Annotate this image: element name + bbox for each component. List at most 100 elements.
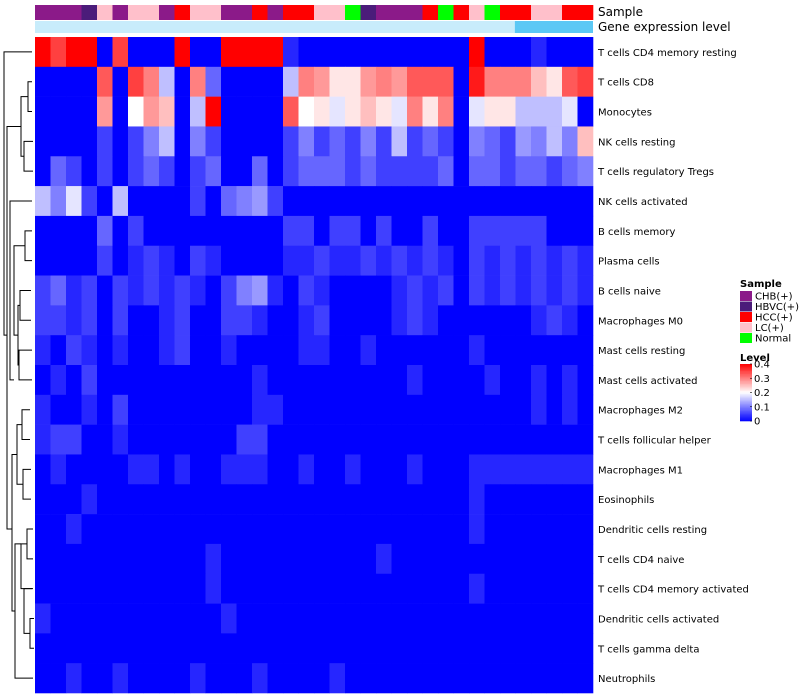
heatmap-cell <box>562 335 578 366</box>
row-label: Mast cells activated <box>598 376 697 387</box>
heatmap-cell <box>267 573 284 604</box>
heatmap-cell <box>391 603 408 634</box>
dendrogram-link <box>21 409 30 441</box>
heatmap-cell <box>422 633 439 664</box>
heatmap-cell <box>391 96 408 127</box>
heatmap-cell <box>298 484 315 515</box>
heatmap-cell <box>376 543 392 575</box>
heatmap-cell <box>50 484 67 515</box>
heatmap-cell <box>500 126 516 157</box>
heatmap-cell <box>205 66 222 97</box>
heatmap-cell <box>298 126 315 157</box>
heatmap-cell <box>112 245 129 276</box>
heatmap-cell <box>391 186 408 217</box>
heatmap-cell <box>484 365 501 396</box>
heatmap-cell <box>128 245 144 276</box>
heatmap-cell <box>97 394 113 425</box>
heatmap-cell <box>35 573 51 604</box>
heatmap-cell <box>221 245 237 276</box>
heatmap-cell <box>128 424 144 455</box>
heatmap-cell <box>345 96 361 127</box>
heatmap-cell <box>500 156 516 187</box>
heatmap-cell <box>531 484 547 515</box>
sample-annotation-cell <box>50 5 67 20</box>
heatmap-cell <box>577 633 594 664</box>
heatmap-cell <box>66 543 82 575</box>
heatmap-cell <box>35 215 51 247</box>
heatmap-cell <box>221 305 237 336</box>
heatmap-cell <box>484 305 501 336</box>
heatmap-cell <box>190 543 206 575</box>
heatmap-cell <box>562 663 578 694</box>
heatmap-cell <box>143 245 160 276</box>
heatmap-cell <box>50 275 67 306</box>
heatmap-cell <box>267 514 284 545</box>
heatmap-cell <box>112 663 129 694</box>
heatmap-cell <box>515 365 532 396</box>
heatmap-cell <box>345 484 361 515</box>
heatmap-cell <box>283 454 299 485</box>
heatmap-cell <box>112 514 129 545</box>
heatmap-cell <box>376 96 392 127</box>
heatmap-cell <box>546 186 563 217</box>
heatmap-cell <box>515 454 532 485</box>
heatmap-cell <box>97 37 113 68</box>
heatmap-cell <box>422 424 439 455</box>
heatmap-cell <box>283 603 299 634</box>
heatmap-cell <box>143 275 160 306</box>
sample-legend-label: CHB(+) <box>755 292 793 303</box>
heatmap-cell <box>376 454 392 485</box>
heatmap-cell <box>236 215 253 247</box>
heatmap-cell <box>221 215 237 247</box>
heatmap-cell <box>50 245 67 276</box>
heatmap-cell <box>252 245 268 276</box>
heatmap-cell <box>438 573 454 604</box>
level-colorbar-step <box>740 408 752 410</box>
sample-annotation-cell <box>562 5 578 20</box>
heatmap-cell <box>562 424 578 455</box>
level-colorbar-step <box>740 415 752 418</box>
heatmap-cell <box>81 305 98 336</box>
heatmap-cell <box>159 275 175 306</box>
heatmap-cell <box>577 96 594 127</box>
heatmap-cell <box>438 424 454 455</box>
heatmap-cell <box>97 66 113 97</box>
heatmap-cell <box>128 394 144 425</box>
sample-annotation-cell <box>252 5 268 20</box>
heatmap-cell <box>283 215 299 247</box>
heatmap-cell <box>577 156 594 187</box>
level-tick-label: 0.1 <box>754 402 770 413</box>
heatmap-cell <box>515 215 532 247</box>
heatmap-cell <box>329 394 346 425</box>
heatmap-cell <box>81 633 98 664</box>
heatmap-cell <box>500 305 516 336</box>
heatmap-cell <box>407 335 423 366</box>
heatmap-cell <box>267 96 284 127</box>
heatmap-cell <box>205 275 222 306</box>
heatmap-cell <box>50 37 67 68</box>
heatmap-cell <box>531 37 547 68</box>
heatmap-cell <box>360 603 377 634</box>
heatmap-cell <box>190 66 206 97</box>
heatmap-cell <box>128 603 144 634</box>
sample-annotation-cell <box>422 5 439 20</box>
heatmap-cell <box>438 275 454 306</box>
heatmap-cell <box>35 156 51 187</box>
heatmap-cell <box>81 215 98 247</box>
heatmap-cell <box>221 424 237 455</box>
heatmap-cell <box>267 186 284 217</box>
heatmap-cell <box>314 305 330 336</box>
heatmap-cell <box>174 573 191 604</box>
sample-annotation-cell <box>438 5 454 20</box>
heatmap-cell <box>376 394 392 425</box>
heatmap-cell <box>298 514 315 545</box>
heatmap-cell <box>205 514 222 545</box>
heatmap-cell <box>159 156 175 187</box>
heatmap-cell <box>562 215 578 247</box>
level-colorbar-step <box>740 398 752 400</box>
heatmap-cell <box>66 454 82 485</box>
heatmap-cell <box>453 663 470 694</box>
row-label: T cells regulatory Tregs <box>597 167 714 178</box>
heatmap-cell <box>298 454 315 485</box>
heatmap-cell <box>159 454 175 485</box>
